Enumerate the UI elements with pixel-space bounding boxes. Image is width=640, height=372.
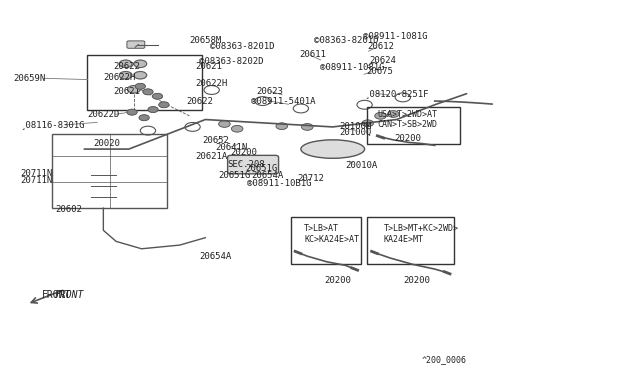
Text: 20010A: 20010A [346,161,378,170]
Text: 20622H: 20622H [196,79,228,88]
Circle shape [388,111,399,117]
Text: ®08911-10B1G: ®08911-10B1G [246,179,311,187]
Text: 20100Q: 20100Q [339,128,371,137]
Text: ®08911-1081G: ®08911-1081G [320,62,385,72]
Text: 20612: 20612 [368,42,395,51]
Text: 20675: 20675 [366,67,393,76]
Circle shape [134,60,147,67]
Circle shape [134,71,147,79]
Bar [367,107,460,144]
Text: T>LB>AT
KC>KA24E>AT: T>LB>AT KC>KA24E>AT [304,224,359,244]
Circle shape [143,89,153,95]
Text: 20624: 20624 [370,56,397,65]
Text: 20652: 20652 [202,137,229,145]
Bar [291,217,362,263]
Text: 20621A: 20621A [196,152,228,161]
Text: 20623: 20623 [256,87,283,96]
Circle shape [135,83,145,89]
Text: 20654A: 20654A [199,251,231,261]
Circle shape [119,60,132,67]
Text: FRONT: FRONT [54,290,84,300]
Circle shape [139,115,149,121]
Circle shape [362,120,374,126]
Text: 20100M: 20100M [339,122,371,131]
Text: 20200: 20200 [394,134,421,142]
FancyBboxPatch shape [228,155,278,174]
Text: ©08363-8202D: ©08363-8202D [199,57,264,66]
Text: 20611: 20611 [300,51,326,60]
Text: FRONT: FRONT [42,290,71,300]
Circle shape [127,109,137,115]
Text: T>LB>MT+KC>2WD>
KA24E>MT: T>LB>MT+KC>2WD> KA24E>MT [384,224,459,244]
Text: ®08911-5401A: ®08911-5401A [251,97,316,106]
Circle shape [232,125,243,132]
Circle shape [148,107,158,112]
Text: ©08363-8201D: ©08363-8201D [211,42,275,51]
Text: 20622: 20622 [113,61,140,71]
Text: 20711N: 20711N [20,169,52,177]
Bar [52,134,167,208]
Text: ¸08120-8251F: ¸08120-8251F [365,89,429,98]
Text: 20659N: 20659N [13,74,45,83]
Text: 20622D: 20622D [88,110,120,119]
Text: ¸08116-8301G: ¸08116-8301G [20,121,85,129]
Text: 20020: 20020 [94,139,121,148]
Text: 20200: 20200 [324,276,351,285]
FancyBboxPatch shape [127,41,145,48]
Text: 20651G: 20651G [246,164,278,173]
Circle shape [301,124,313,130]
Circle shape [119,71,132,79]
Text: 20641N: 20641N [215,144,247,153]
Text: 20602: 20602 [56,205,83,215]
Text: 20621: 20621 [113,87,140,96]
Text: 20711N: 20711N [20,176,52,185]
Text: SEC.208: SEC.208 [228,160,265,169]
Circle shape [127,86,140,93]
Text: 20651G: 20651G [218,171,250,180]
Text: ^200_0006: ^200_0006 [422,355,467,364]
Text: 20712: 20712 [298,174,324,183]
Text: 20621: 20621 [196,61,223,71]
Text: 20654A: 20654A [251,171,284,180]
Text: ®08911-1081G: ®08911-1081G [363,32,427,41]
Bar [367,217,454,263]
Circle shape [219,121,230,127]
Ellipse shape [301,140,365,158]
Bar [88,55,202,110]
Circle shape [375,112,387,119]
Circle shape [159,102,169,108]
Text: ©08363-8201D: ©08363-8201D [314,36,378,45]
Text: 20658M: 20658M [189,36,221,45]
Text: USA>T>2WD>AT
CAN>T>SB>2WD: USA>T>2WD>AT CAN>T>SB>2WD [378,110,437,129]
Circle shape [276,123,287,129]
Text: 20622: 20622 [186,97,213,106]
Text: 20200: 20200 [231,148,258,157]
Text: 20200: 20200 [403,276,429,285]
Text: 20622H: 20622H [103,73,136,81]
Circle shape [152,93,163,99]
